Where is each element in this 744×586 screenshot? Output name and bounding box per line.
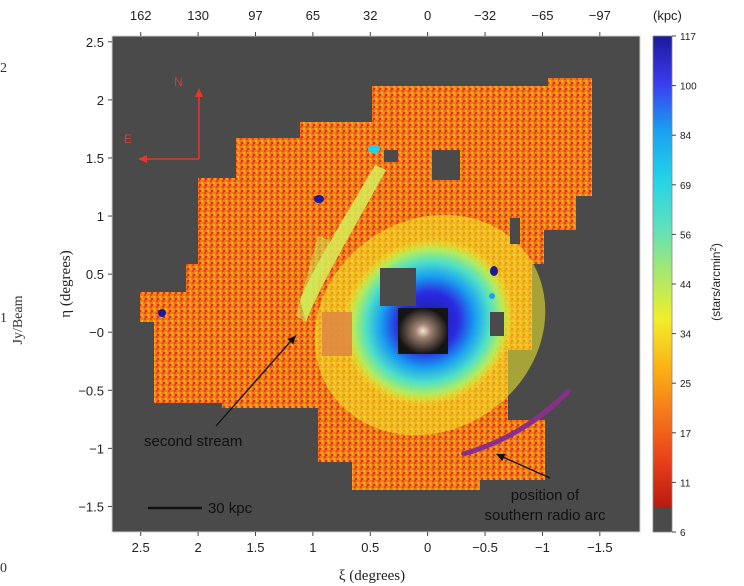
y-tick-label: 1.5 [86, 151, 104, 166]
colorbar-tick-label: 34 [680, 330, 692, 341]
top-tick-label: 162 [130, 8, 152, 23]
compass: N E [124, 75, 203, 163]
side-jy-beam-label: Jy/Beam [11, 295, 26, 344]
side-tick-1: 1 [0, 311, 7, 326]
colorbar-tick-label: 84 [680, 131, 692, 142]
colorbar-tick-label: 44 [680, 280, 692, 291]
y-tick-label: −0.5 [78, 383, 104, 398]
colorbar-tick-label: 100 [680, 82, 697, 93]
x-tick-label: 0.5 [361, 540, 379, 555]
top-tick-label: 130 [187, 8, 209, 23]
top-tick-label: 32 [363, 8, 377, 23]
colorbar-gradient [653, 36, 672, 508]
x-axis: 2.5 2 1.5 1 0.5 0 −0.5 −1 −1.5 [132, 532, 613, 555]
second-stream-feature [300, 165, 386, 322]
radio-arc-layer [461, 388, 571, 457]
compass-east-label: E [124, 132, 132, 146]
y-tick-label: −1.5 [78, 499, 104, 514]
colorbar-tick-label: 6 [680, 528, 686, 539]
x-tick-label: 0 [424, 540, 431, 555]
radio-arc-arrow-head [496, 453, 506, 462]
colorbar-tick-label: 69 [680, 181, 692, 192]
annotation-second-stream: second stream [144, 433, 242, 450]
y-tick-label: 2.5 [86, 35, 104, 50]
top-tick-label: −65 [531, 8, 553, 23]
colorbar-tick-label: 25 [680, 379, 692, 390]
x-tick-label: −1 [535, 540, 550, 555]
x-tick-label: 2.5 [132, 540, 150, 555]
compass-north-label: N [174, 75, 183, 89]
colorbar-tick-label: 56 [680, 230, 692, 241]
scale-bar-label: 30 kpc [208, 500, 253, 517]
x-tick-label: 1 [309, 540, 316, 555]
top-tick-label: −97 [589, 8, 611, 23]
southern-radio-arc [461, 388, 571, 457]
density-map [140, 78, 592, 490]
y-tick-label: −1 [89, 441, 104, 456]
colorbar-ticks: 117 100 84 69 56 44 34 25 17 11 6 [672, 32, 697, 539]
y-tick-label: −0 [89, 325, 104, 340]
side-tick-0: 0 [0, 561, 7, 576]
y-axis-label: η (degrees) [58, 250, 74, 317]
x-tick-label: −1.5 [587, 540, 613, 555]
colorbar-tick-label: 17 [680, 429, 692, 440]
second-stream-arrow-line [215, 335, 297, 427]
top-tick-label: 65 [306, 8, 320, 23]
top-axis: 162 130 97 65 32 0 −32 −65 −97 [130, 8, 611, 36]
m31-core-image [398, 308, 448, 354]
colorbar-title: (stars/arcmin2) [709, 243, 723, 321]
plot-frame [111, 35, 641, 533]
scale-bar: 30 kpc [148, 500, 253, 517]
radio-arc-arrow-line [496, 453, 551, 479]
annotation-layer: second stream position of southern radio a… [144, 335, 606, 524]
x-tick-label: −0.5 [472, 540, 498, 555]
annotation-radio-arc-line2: southern radio arc [485, 507, 606, 524]
top-tick-label: 97 [248, 8, 262, 23]
annotation-radio-arc-line1: position of [511, 487, 580, 504]
x-tick-label: 2 [194, 540, 201, 555]
top-axis-unit-label: (kpc) [653, 8, 682, 23]
second-stream-arrow-head [287, 335, 296, 345]
colorbar-tick-label: 11 [680, 478, 691, 489]
y-tick-label: 0.5 [86, 267, 104, 282]
x-axis-label: ξ (degrees) [339, 568, 405, 584]
y-tick-label: 1 [97, 209, 104, 224]
top-tick-label: 0 [424, 8, 431, 23]
y-axis: 2.5 2 1.5 1 0.5 −0 −0.5 −1 −1.5 [78, 35, 112, 514]
colorbar: 117 100 84 69 56 44 34 25 17 11 6 (stars/arcmin2) [652, 32, 723, 539]
y-tick-label: 2 [97, 93, 104, 108]
top-tick-label: −32 [474, 8, 496, 23]
x-tick-label: 1.5 [246, 540, 264, 555]
colorbar-tick-label: 117 [680, 32, 696, 43]
colorbar-nodata [653, 508, 672, 532]
side-tick-2: 2 [0, 61, 7, 76]
